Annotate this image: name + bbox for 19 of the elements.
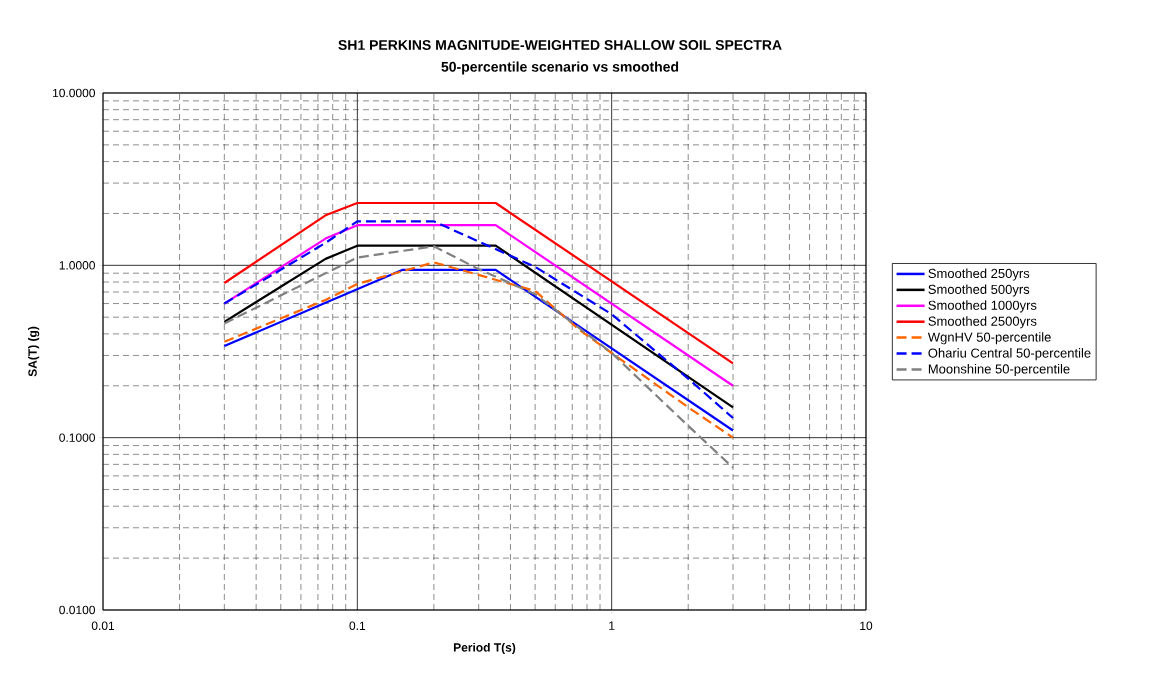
y-tick-label: 0.1000	[59, 433, 96, 442]
legend-label: Ohariu Central 50-percentile	[928, 348, 1091, 361]
chart-title: SH1 PERKINS MAGNITUDE-WEIGHTED SHALLOW SOIL SPECTRA	[338, 40, 782, 50]
y-tick-label: 0.0100	[59, 605, 96, 615]
y-axis-title: SA(T) (g)	[27, 326, 40, 377]
x-tick-label: 1	[609, 621, 615, 630]
legend-label: Smoothed 500yrs	[928, 284, 1030, 297]
legend-label: Moonshine 50-percentile	[928, 363, 1070, 377]
legend-label: Smoothed 1000yrs	[928, 300, 1037, 313]
legend-label: WgnHV 50-percentile	[927, 332, 1051, 345]
chart-subtitle: 50-percentile scenario vs smoothed	[441, 61, 679, 75]
y-tick-label: 10.0000	[53, 88, 96, 98]
x-tick-label: 0.01	[91, 621, 115, 631]
x-tick-label: 10	[860, 621, 873, 631]
x-tick-label: 0.1	[349, 621, 366, 631]
legend-label: Smoothed 250yrs	[928, 268, 1030, 281]
legend-label: Smoothed 2500yrs	[928, 316, 1037, 329]
x-axis-title: Period T(s)	[453, 642, 516, 655]
y-tick-label: 1.0000	[59, 261, 96, 270]
